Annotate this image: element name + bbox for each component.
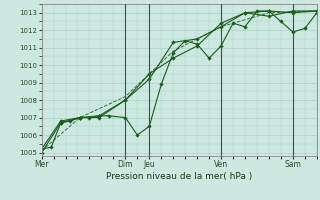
X-axis label: Pression niveau de la mer( hPa ): Pression niveau de la mer( hPa ) xyxy=(106,172,252,181)
